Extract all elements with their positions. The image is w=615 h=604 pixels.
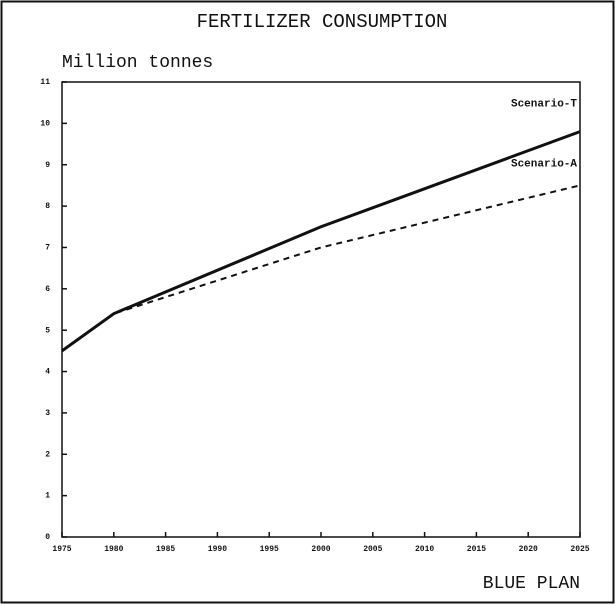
y-tick-label: 10	[40, 119, 50, 128]
x-tick-label: 2015	[467, 545, 486, 554]
x-tick-label: 2020	[519, 545, 538, 554]
y-tick-label: 6	[45, 285, 50, 294]
source-label: BLUE PLAN	[483, 574, 580, 594]
y-tick-label: 5	[45, 326, 50, 335]
series-label: Scenario-T	[511, 99, 577, 111]
y-axis-label: Million tonnes	[62, 53, 213, 73]
y-tick-label: 1	[45, 492, 50, 501]
y-tick-label: 11	[40, 78, 50, 87]
x-tick-label: 2010	[415, 545, 434, 554]
x-tick-label: 2005	[363, 545, 382, 554]
y-tick-label: 0	[45, 533, 50, 542]
x-tick-label: 1995	[260, 545, 279, 554]
chart-title: FERTILIZER CONSUMPTION	[197, 11, 448, 33]
y-tick-label: 4	[45, 368, 50, 377]
x-tick-label: 1985	[156, 545, 175, 554]
x-tick-label: 2025	[570, 545, 589, 554]
series-line	[61, 130, 581, 353]
plot-frame	[61, 81, 581, 538]
y-tick-label: 9	[45, 161, 50, 170]
y-tick-label: 7	[45, 244, 50, 253]
y-tick-label: 2	[45, 450, 50, 459]
series-line	[61, 184, 581, 352]
y-tick-label: 8	[45, 202, 50, 211]
x-tick-label: 1975	[52, 545, 71, 554]
y-tick-label: 3	[45, 409, 50, 418]
x-tick-label: 1980	[104, 545, 123, 554]
series-label: Scenario-A	[511, 158, 577, 170]
x-tick-label: 2000	[311, 545, 330, 554]
x-tick-label: 1990	[208, 545, 227, 554]
